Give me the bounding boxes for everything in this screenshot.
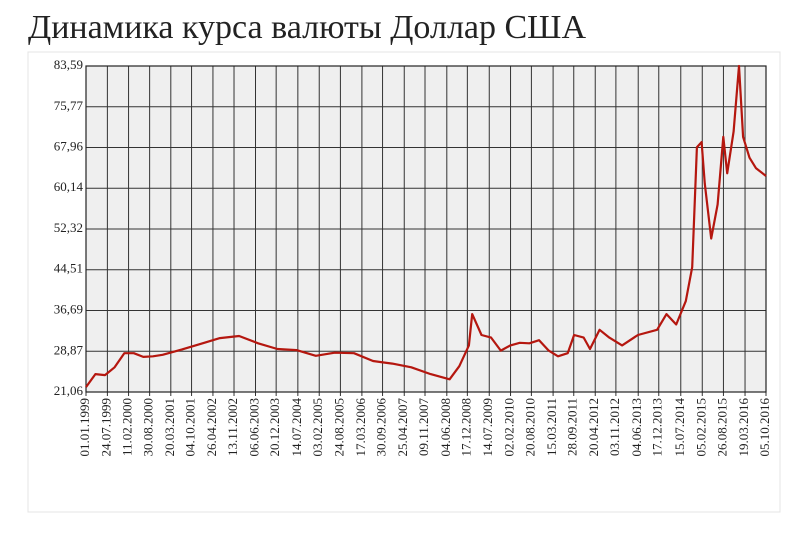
y-tick-label: 52,32 (54, 220, 83, 235)
x-tick-label: 05.10.2016 (757, 398, 772, 457)
y-tick-label: 83,59 (54, 57, 83, 72)
series-line (85, 64, 767, 388)
x-tick-label: 02.02.2010 (502, 398, 517, 457)
x-tick-label: 20.03.2001 (162, 398, 177, 457)
x-tick-label: 17.12.2013 (650, 398, 665, 457)
x-tick-label: 04.06.2008 (438, 398, 453, 457)
x-tick-label: 20.08.2010 (522, 398, 537, 457)
chart-title: Динамика курса валюты Доллар США (28, 9, 586, 46)
x-tick-label: 11.02.2000 (120, 398, 135, 456)
x-tick-label: 15.07.2014 (672, 398, 687, 457)
x-tick-label: 05.02.2015 (693, 398, 708, 457)
y-tick-label: 21,06 (54, 383, 84, 398)
x-tick-label: 17.03.2006 (353, 398, 368, 457)
x-tick-label: 03.02.2005 (310, 398, 325, 457)
x-tick-label: 09.11.2007 (416, 398, 431, 457)
x-tick-label: 01.01.1999 (77, 398, 92, 457)
y-tick-label: 60,14 (54, 179, 84, 194)
x-tick-label: 25.04.2007 (395, 398, 410, 457)
x-tick-label: 13.11.2002 (225, 398, 240, 456)
x-tick-label: 04.10.2001 (183, 398, 198, 457)
x-tick-label: 17.12.2008 (458, 398, 473, 457)
x-tick-label: 03.11.2012 (607, 398, 622, 456)
plot-border (85, 65, 767, 393)
x-tick-label: 14.07.2004 (289, 398, 304, 457)
x-tick-label: 24.08.2005 (331, 398, 346, 457)
y-tick-label: 75,77 (54, 98, 84, 113)
y-tick-label: 36,69 (54, 301, 83, 316)
y-tick-label: 67,96 (54, 138, 84, 153)
x-tick-label: 15.03.2011 (544, 398, 559, 456)
x-tick-label: 24.07.1999 (98, 398, 113, 457)
y-tick-label: 44,51 (54, 261, 83, 276)
x-tick-label: 30.08.2000 (141, 398, 156, 457)
x-tick-label: 30.09.2006 (374, 398, 389, 457)
x-tick-label: 04.06.2013 (629, 398, 644, 457)
x-tick-label: 20.12.2003 (267, 398, 282, 457)
x-tick-label: 20.04.2012 (586, 398, 601, 457)
x-tick-label: 28.09.2011 (565, 398, 580, 456)
x-tick-label: 26.08.2015 (714, 398, 729, 457)
x-tick-label: 14.07.2009 (480, 398, 495, 457)
x-tick-label: 19.03.2016 (736, 398, 751, 457)
y-tick-label: 28,87 (54, 342, 84, 357)
x-tick-label: 06.06.2003 (246, 398, 261, 457)
x-tick-label: 26.04.2002 (204, 398, 219, 457)
